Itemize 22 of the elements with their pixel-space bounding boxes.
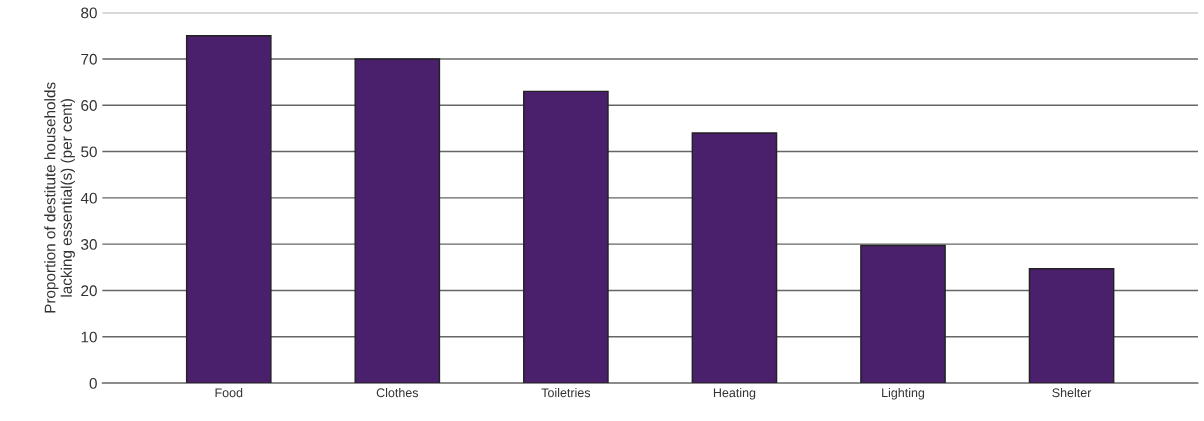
y-axis-title: Proportion of destitute households lacking essential(s) (per cent): [44, 82, 75, 313]
bar: [1028, 268, 1115, 384]
y-tick-label: 10: [81, 331, 97, 343]
x-tick-label: Lighting: [882, 387, 925, 400]
y-tick-label: 70: [81, 53, 97, 65]
y-tick-label: 20: [81, 285, 97, 297]
x-tick-label: Heating: [713, 387, 756, 400]
x-tick-label: Shelter: [1052, 387, 1092, 398]
y-tick-label: 30: [81, 239, 97, 250]
bar: [354, 58, 441, 384]
y-tick-label: 60: [81, 100, 97, 111]
y-tick-label: 40: [80, 192, 97, 204]
bar: [185, 35, 272, 384]
bar: [691, 132, 778, 384]
x-tick-label: Clothes: [376, 387, 419, 398]
x-tick-label: Food: [215, 387, 243, 398]
y-tick-label: 50: [81, 146, 97, 158]
x-tick-label: Toiletries: [541, 387, 591, 398]
y-tick-label: 0: [89, 377, 97, 389]
bar: [860, 244, 946, 384]
bar: [523, 90, 609, 384]
y-tick-label: 80: [81, 7, 97, 19]
